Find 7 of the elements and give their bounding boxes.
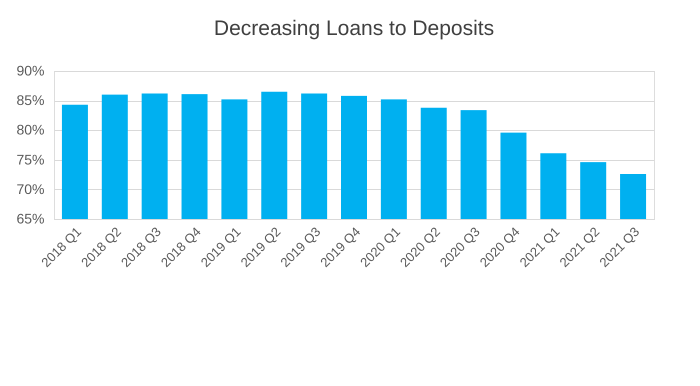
y-tick-label: 85% (16, 92, 44, 108)
y-tick-label: 70% (16, 180, 44, 197)
chart-title: Decreasing Loans to Deposits (214, 17, 494, 40)
y-tick-label: 65% (16, 210, 44, 226)
y-tick-label: 80% (16, 122, 44, 138)
y-tick-label: 90% (16, 62, 44, 78)
y-tick-label: 75% (16, 151, 44, 168)
